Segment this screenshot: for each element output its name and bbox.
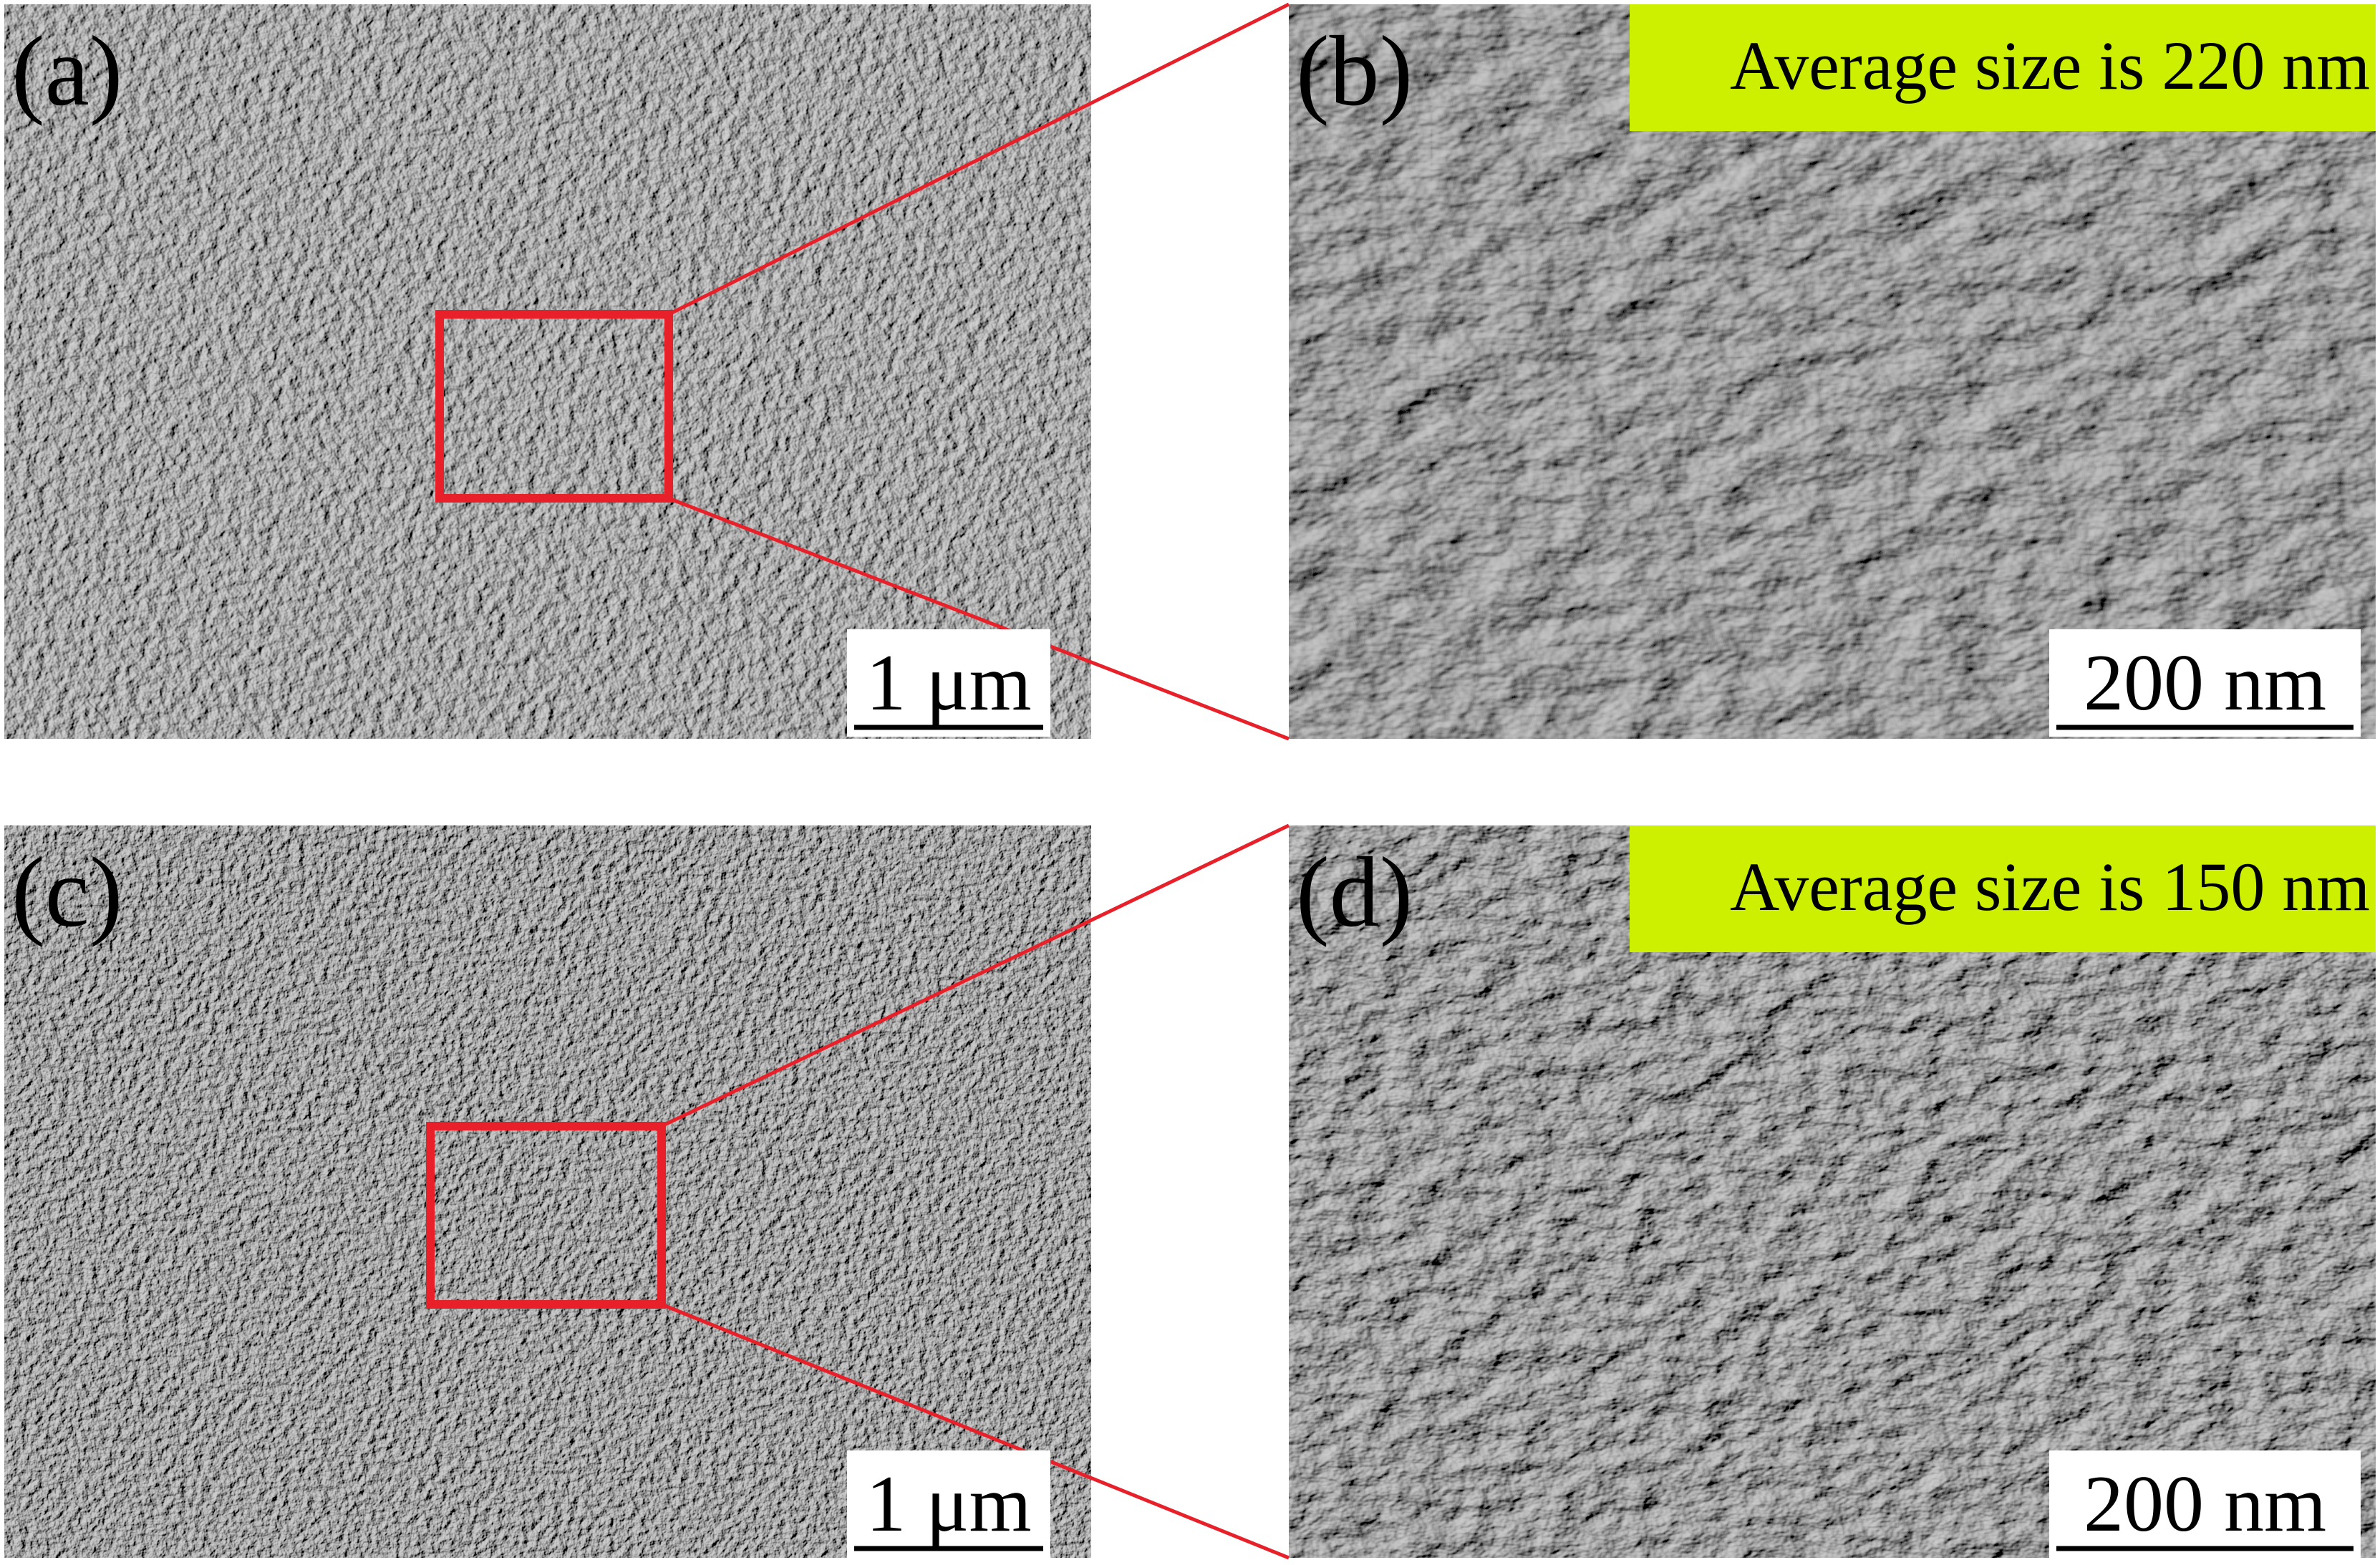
scale-bar-box — [2049, 1450, 2361, 1558]
panel-label: (c) — [11, 837, 122, 948]
scale-bar-label: 1 μm — [866, 639, 1031, 727]
sem-image — [4, 4, 1091, 739]
zoom-line — [661, 1302, 1290, 1560]
zoom-line — [660, 823, 1290, 1128]
scale-bar-box — [847, 1450, 1050, 1558]
scale-bar-label: 200 nm — [2084, 1460, 2326, 1549]
panel-label: (b) — [1296, 16, 1413, 127]
scale-bar-box — [847, 629, 1050, 737]
sem-image — [4, 825, 1091, 1558]
zoom-line — [667, 2, 1290, 316]
panel-label: (d) — [1296, 837, 1413, 948]
annotation-box — [1630, 4, 2376, 131]
annotation: Average size is 220 nm — [1730, 27, 2370, 104]
scale-bar-label: 1 μm — [866, 1460, 1031, 1549]
zoom-indicators — [426, 2, 1290, 1560]
annotation-box — [1630, 825, 2376, 952]
annotation: Average size is 150 nm — [1730, 848, 2370, 925]
zoom-line — [668, 496, 1290, 741]
scale-bar-label: 200 nm — [2084, 639, 2326, 727]
zoom-box — [435, 310, 673, 503]
panel-label: (a) — [11, 16, 122, 127]
zoom-box — [426, 1122, 666, 1309]
scale-bar-box — [2049, 629, 2361, 737]
